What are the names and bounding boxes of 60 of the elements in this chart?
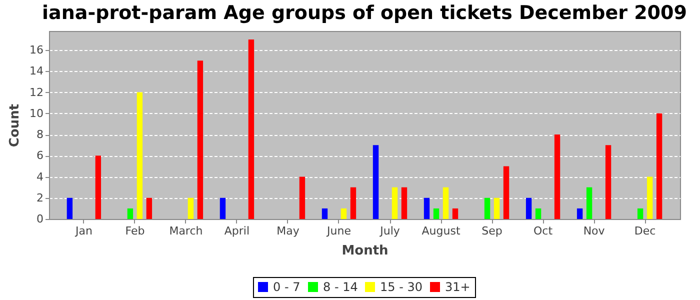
bar: [401, 187, 408, 219]
bar: [146, 198, 152, 219]
y-tick-label: 14: [30, 64, 44, 78]
y-tick-label: 4: [36, 170, 44, 184]
bar: [95, 156, 102, 219]
bar: [656, 113, 662, 219]
bar: [220, 198, 226, 219]
x-axis-title: Month: [342, 244, 388, 258]
bar: [197, 60, 204, 219]
bar: [136, 92, 143, 219]
x-tick-label: August: [422, 224, 461, 238]
bar: [503, 166, 510, 219]
y-axis-title: Count: [8, 104, 23, 148]
x-tick-label: Sep: [482, 224, 502, 238]
bar: [452, 208, 458, 219]
bar: [586, 187, 592, 219]
y-tick-label: 6: [36, 149, 44, 162]
bar: [646, 176, 653, 219]
y-tick-label: 10: [30, 106, 44, 120]
y-tick-label: 0: [36, 212, 44, 226]
bar: [340, 208, 347, 219]
legend-label: 0 - 7: [273, 280, 300, 294]
bar: [442, 187, 449, 219]
bar: [637, 208, 644, 219]
x-tick-label: April: [224, 224, 250, 238]
bar: [576, 208, 583, 219]
bar: [554, 134, 560, 219]
bar: [605, 145, 612, 219]
bar: [433, 208, 440, 219]
legend-label: 15 - 30: [380, 280, 422, 294]
bar: [127, 208, 134, 219]
y-tick-label: 2: [36, 191, 44, 204]
bar: [299, 176, 306, 219]
x-tick-label: May: [276, 224, 300, 238]
bar: [372, 145, 379, 219]
legend-label: 31+: [445, 280, 470, 294]
x-tick-label: Jan: [74, 224, 92, 238]
chart-title: iana-prot-param Age groups of open tickets December 2009: [42, 2, 687, 24]
x-tick-label: Nov: [583, 224, 606, 238]
bar: [494, 198, 500, 219]
bar: [322, 208, 328, 219]
y-tick-label: 16: [30, 44, 44, 57]
x-tick-label: Dec: [634, 224, 656, 238]
bar: [248, 39, 254, 219]
x-tick-label: March: [169, 224, 203, 238]
x-tick-label: June: [326, 224, 352, 238]
bar: [188, 198, 194, 219]
x-tick-label: Oct: [534, 224, 554, 238]
bar: [424, 198, 430, 219]
legend-label: 8 - 14: [323, 280, 358, 294]
bar: [526, 198, 532, 219]
bar: [392, 187, 398, 219]
bar: [350, 187, 356, 219]
bar: [484, 198, 490, 219]
x-tick-label: Feb: [125, 224, 145, 238]
y-tick-label: 8: [36, 128, 44, 142]
bar: [66, 198, 73, 219]
bar: [535, 208, 542, 219]
x-tick-label: July: [379, 224, 400, 238]
y-tick-label: 12: [30, 86, 44, 99]
